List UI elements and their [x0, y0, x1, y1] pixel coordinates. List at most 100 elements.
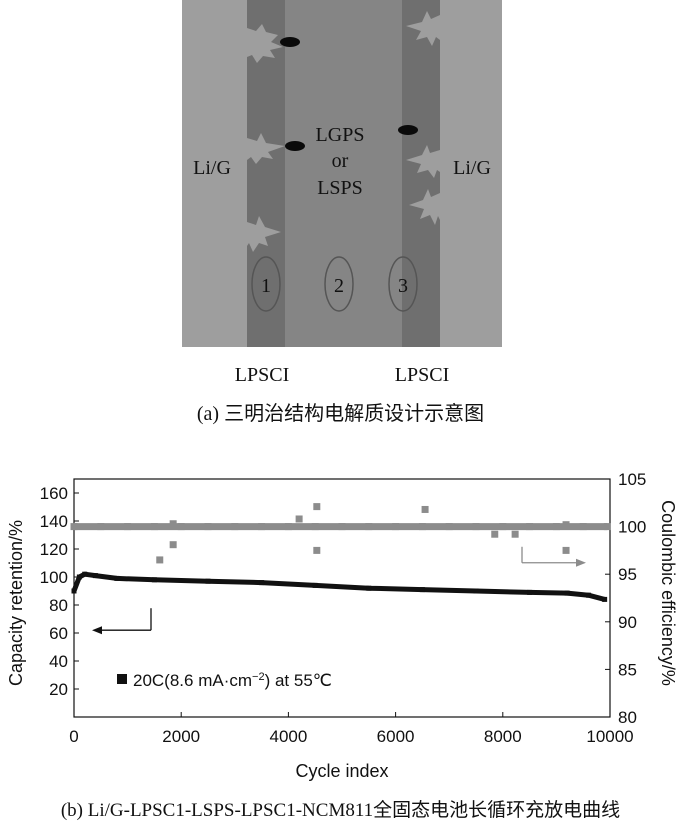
capacity-point [419, 587, 425, 593]
x-tick-label: 2000 [162, 727, 200, 746]
y-left-tick-label: 60 [49, 624, 68, 643]
right-layer-label: LPSCI [395, 364, 449, 386]
lgps-lsps-center-layer [285, 0, 402, 347]
capacity-point [366, 585, 372, 591]
sandwich-diagram: 1 2 3 Li/G Li/G LGPS or LSPS LPSCI LPSCI [182, 0, 502, 386]
interface-marker-ring [388, 256, 418, 312]
capacity-point [586, 592, 592, 598]
efficiency-point [338, 523, 346, 531]
efficiency-point [284, 523, 292, 531]
reaction-particle [398, 125, 418, 135]
dendrite-right-top [406, 11, 440, 46]
dendrite-left-middle [247, 133, 285, 164]
efficiency-point [552, 523, 560, 531]
y-right-tick-label: 105 [618, 470, 646, 489]
li-g-left-region [182, 0, 247, 347]
y-left-tick-label: 20 [49, 680, 68, 699]
chart-legend: 20C(8.6 mA·cm−2) at 55℃ [117, 671, 332, 690]
capacity-point [71, 588, 77, 594]
x-tick-label: 0 [69, 727, 78, 746]
y-axis-right-label: Coulombic efficiency/% [658, 500, 678, 686]
reaction-particle [280, 37, 300, 47]
capacity-point [259, 580, 265, 586]
cycling-chart: 0 2000 4000 6000 8000 10000 20 40 60 80 100 120 140 1… [6, 470, 678, 781]
plot-frame [73, 478, 611, 718]
y-left-tick-label: 120 [40, 540, 68, 559]
efficiency-point [579, 523, 587, 531]
interface-marker-label: 1 [261, 275, 271, 297]
efficiency-outlier-point [313, 503, 321, 511]
y-axis-left-label: Capacity retention/% [6, 520, 26, 686]
capacity-point [312, 582, 318, 588]
efficiency-point [365, 523, 373, 531]
efficiency-outlier-point [313, 546, 321, 554]
y-right-tick-label: 95 [618, 565, 637, 584]
lpsci-left-layer [247, 0, 285, 347]
efficiency-outlier-point [491, 530, 499, 538]
efficiency-point [258, 523, 266, 531]
capacity-point [602, 596, 608, 602]
efficiency-point [70, 523, 78, 531]
y-right-tick-label: 90 [618, 613, 637, 632]
efficiency-point [526, 523, 534, 531]
dendrite-left-top [247, 24, 283, 63]
efficiency-point [204, 523, 212, 531]
capacity-retention-series [71, 571, 606, 602]
legend-marker [117, 674, 127, 684]
li-g-right-region [440, 0, 502, 347]
x-axis-label: Cycle index [295, 761, 388, 781]
center-label-line: LGPS [316, 124, 365, 146]
capacity-point [564, 590, 570, 596]
efficiency-outlier-point [511, 530, 519, 538]
capacity-point [527, 589, 533, 595]
left-axis-arrow-head [92, 626, 102, 635]
efficiency-point [231, 523, 239, 531]
capacity-point [92, 573, 98, 579]
capacity-point [151, 577, 157, 583]
right-axis-arrow-head [576, 558, 586, 567]
capacity-point [76, 574, 82, 580]
left-region-label: Li/G [193, 157, 231, 179]
efficiency-point [124, 523, 132, 531]
efficiency-point [603, 523, 611, 531]
efficiency-point [499, 523, 507, 531]
legend-label: 20C(8.6 mA·cm−2) at 55℃ [133, 671, 332, 690]
y-left-tick-label: 40 [49, 652, 68, 671]
x-tick-label: 4000 [269, 727, 307, 746]
x-tick-label: 6000 [377, 727, 415, 746]
capacity-point [114, 575, 120, 581]
efficiency-outlier-point [169, 520, 177, 528]
capacity-point [82, 571, 88, 577]
y-left-tick-label: 100 [40, 568, 68, 587]
interface-marker-label: 3 [398, 275, 408, 297]
efficiency-outlier-point [421, 505, 429, 513]
interface-marker-ring [324, 256, 354, 312]
efficiency-outlier-point [562, 546, 570, 554]
left-layer-label: LPSCI [235, 364, 289, 386]
reaction-particle [285, 141, 305, 151]
y-left-tick-label: 160 [40, 484, 68, 503]
dendrite-right-middle [406, 145, 440, 178]
efficiency-point [418, 523, 426, 531]
x-tick-label: 8000 [484, 727, 522, 746]
efficiency-point [472, 523, 480, 531]
efficiency-point [150, 523, 158, 531]
efficiency-outlier-point [169, 541, 177, 549]
capacity-point [205, 578, 211, 584]
efficiency-point [97, 523, 105, 531]
efficiency-point [392, 523, 400, 531]
efficiency-outlier-point [562, 521, 570, 529]
efficiency-point [177, 523, 185, 531]
x-tick-label: 10000 [586, 727, 633, 746]
center-label-line: LSPS [317, 177, 363, 199]
right-region-label: Li/G [453, 157, 491, 179]
interface-marker-label: 2 [334, 275, 344, 297]
y-left-tick-label: 80 [49, 596, 68, 615]
efficiency-outlier-point [295, 515, 303, 523]
efficiency-outlier-point [156, 556, 164, 564]
dendrite-right-bottom [409, 189, 440, 225]
y-right-tick-label: 85 [618, 660, 637, 679]
interface-marker-ring [251, 256, 281, 312]
y-right-tick-label: 100 [618, 518, 646, 537]
efficiency-point [311, 523, 319, 531]
